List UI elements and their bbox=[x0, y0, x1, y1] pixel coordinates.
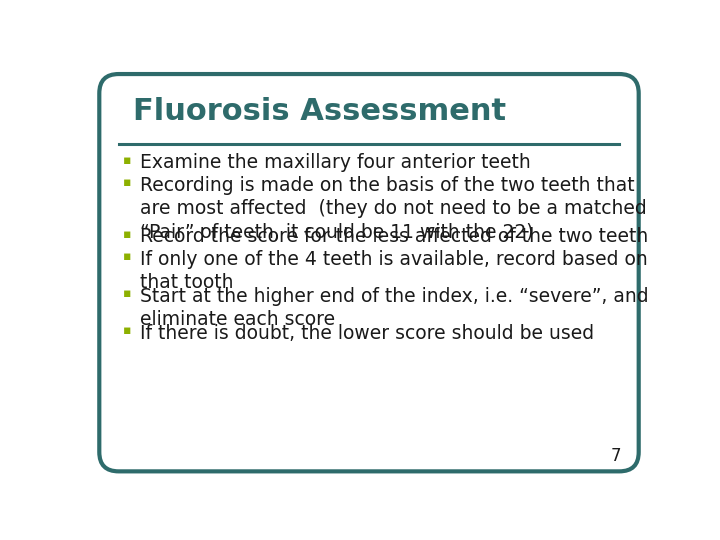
Text: Fluorosis Assessment: Fluorosis Assessment bbox=[132, 97, 505, 126]
Text: If only one of the 4 teeth is available, record based on
that tooth: If only one of the 4 teeth is available,… bbox=[140, 249, 647, 292]
Text: 7: 7 bbox=[611, 447, 621, 465]
FancyBboxPatch shape bbox=[99, 74, 639, 471]
Text: ▪: ▪ bbox=[122, 154, 131, 167]
Text: ▪: ▪ bbox=[122, 325, 131, 338]
Text: ▪: ▪ bbox=[122, 251, 131, 264]
Text: ▪: ▪ bbox=[122, 228, 131, 241]
Text: Start at the higher end of the index, i.e. “severe”, and
eliminate each score: Start at the higher end of the index, i.… bbox=[140, 287, 648, 329]
Text: Examine the maxillary four anterior teeth: Examine the maxillary four anterior teet… bbox=[140, 153, 531, 172]
Text: If there is doubt, the lower score should be used: If there is doubt, the lower score shoul… bbox=[140, 323, 594, 342]
Text: ▪: ▪ bbox=[122, 287, 131, 300]
Text: Recording is made on the basis of the two teeth that
are most affected  (they do: Recording is made on the basis of the tw… bbox=[140, 176, 647, 242]
Text: ▪: ▪ bbox=[122, 177, 131, 190]
Text: Record the score for the less affected of the two teeth: Record the score for the less affected o… bbox=[140, 227, 648, 246]
